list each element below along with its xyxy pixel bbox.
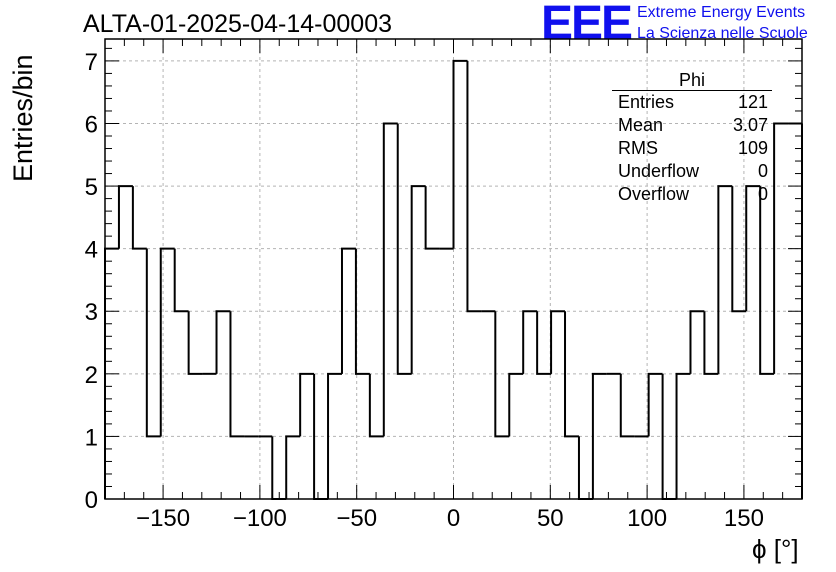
- stats-row: Underflow 0: [612, 160, 772, 183]
- x-axis-label: ϕ [°]: [752, 534, 799, 564]
- histogram-bin: [466, 60, 482, 313]
- histogram-bin: [591, 372, 607, 499]
- histogram-bin: [131, 186, 147, 250]
- stats-label: Underflow: [618, 161, 700, 181]
- histogram-bin: [717, 185, 733, 374]
- stats-row: Overflow 0: [612, 183, 772, 206]
- histogram-bin: [424, 186, 440, 250]
- histogram-bin: [354, 248, 370, 375]
- histogram-bin: [396, 123, 412, 375]
- histogram-bin: [619, 373, 635, 438]
- histogram-bin: [117, 185, 133, 249]
- stats-row: RMS 109: [612, 137, 772, 160]
- histogram-bin: [536, 311, 552, 375]
- x-tick-label: −100: [233, 505, 287, 532]
- stats-row: Mean 3.07: [612, 114, 772, 137]
- histogram-bin: [327, 372, 342, 499]
- x-tick-label: 150: [724, 505, 764, 532]
- histogram-bin: [271, 436, 287, 500]
- histogram-bin: [564, 311, 579, 438]
- histogram-bin: [340, 247, 356, 374]
- stats-row: Entries 121: [612, 91, 772, 114]
- stats-box: Phi Entries 121 Mean 3.07 RMS 109 Underflow 0 Ov…: [612, 70, 772, 206]
- histogram-bin: [215, 310, 231, 374]
- stats-label: RMS: [618, 138, 658, 158]
- histogram-bin: [229, 311, 245, 438]
- stats-label: Mean: [618, 115, 664, 135]
- histogram-bin: [452, 59, 468, 249]
- y-tick-label: 6: [85, 111, 98, 138]
- chart-title: ALTA-01-2025-04-14-00003: [83, 10, 392, 38]
- histogram-bin: [703, 311, 719, 375]
- stats-label: Overflow: [618, 184, 690, 204]
- histogram-bin: [299, 372, 315, 437]
- logo-line-1: Extreme Energy Events: [637, 4, 806, 21]
- stats-value: 109: [737, 138, 768, 158]
- y-tick-label: 5: [85, 174, 98, 201]
- histogram-bin: [173, 248, 189, 313]
- y-tick-label: 3: [85, 299, 98, 326]
- histogram-bin: [410, 185, 426, 374]
- histogram-bin: [508, 372, 524, 437]
- histogram-bin: [745, 185, 761, 312]
- histogram-bin: [675, 372, 691, 499]
- y-tick-label: 7: [85, 49, 98, 76]
- y-tick-label: 0: [85, 487, 98, 514]
- histogram-bin: [759, 186, 775, 375]
- histogram-bin: [187, 311, 203, 375]
- stats-value: 121: [737, 92, 768, 112]
- y-tick-label: 1: [85, 424, 98, 451]
- histogram-bin: [577, 436, 593, 500]
- stats-value: 0: [757, 184, 768, 204]
- stats-label: Entries: [618, 92, 675, 112]
- histogram-bin: [285, 435, 301, 499]
- x-tick-label: 50: [537, 505, 564, 532]
- histogram-bin: [550, 310, 566, 374]
- y-tick-label: 4: [85, 237, 98, 264]
- y-tick-label: 2: [85, 362, 98, 389]
- logo-line-2: La Scienza nelle Scuole: [637, 25, 808, 42]
- histogram-bin: [522, 310, 538, 374]
- histogram-bin: [689, 310, 705, 374]
- x-tick-label: −50: [336, 505, 377, 532]
- histogram-bin: [731, 186, 747, 313]
- histogram-bin: [494, 311, 510, 438]
- histogram-bin: [159, 247, 175, 437]
- histogram-bin: [382, 122, 398, 437]
- histogram-bin: [773, 122, 789, 374]
- stats-value: 3.07: [732, 115, 768, 135]
- x-tick-label: 0: [447, 505, 460, 532]
- stats-title: Phi: [612, 70, 772, 91]
- histogram-bin: [368, 373, 384, 438]
- histogram-bin: [647, 372, 663, 437]
- histogram-bin: [145, 248, 161, 438]
- stats-value: 0: [757, 161, 768, 181]
- x-tick-label: 100: [627, 505, 667, 532]
- x-tick-label: −150: [136, 505, 190, 532]
